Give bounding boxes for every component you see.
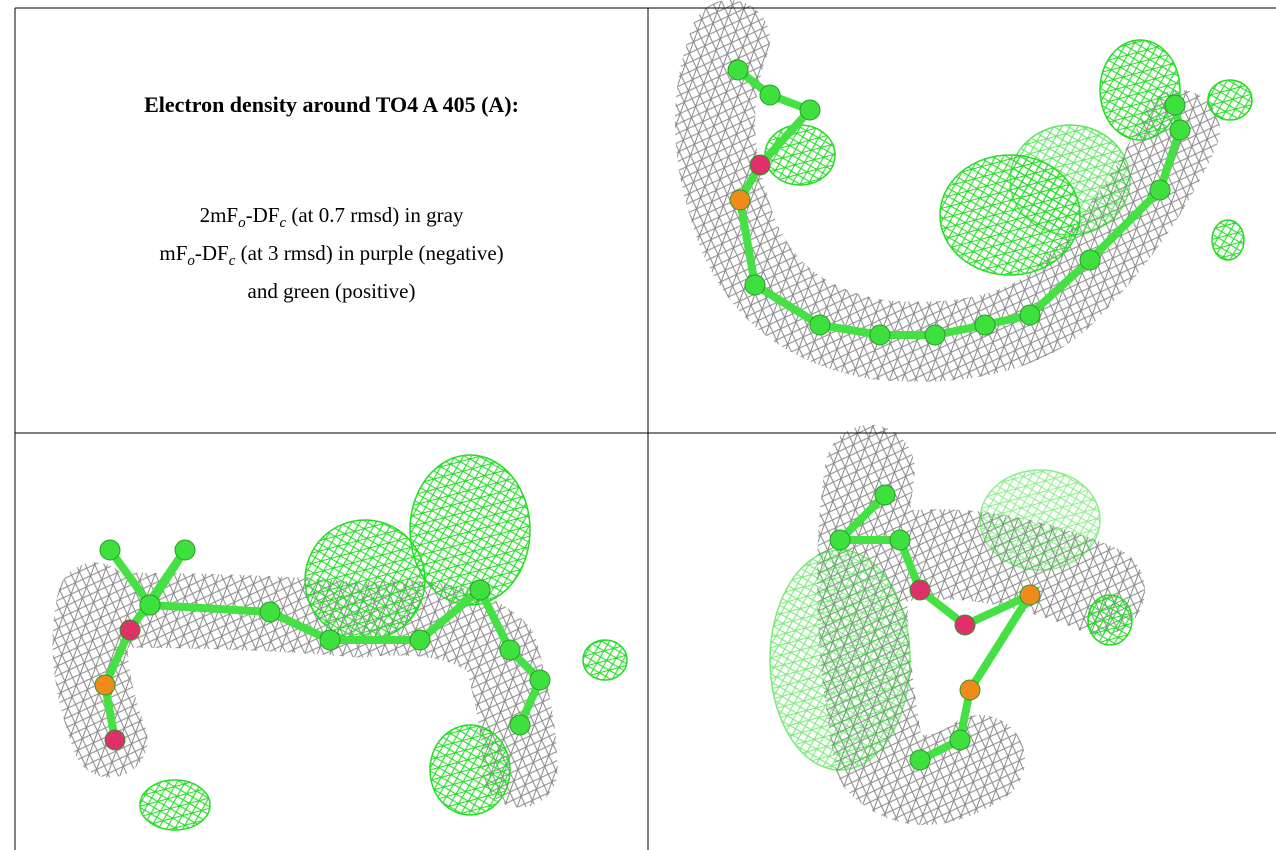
- atom: [1164, 94, 1186, 116]
- atom: [949, 729, 971, 751]
- legend-text: c: [279, 215, 287, 232]
- atom: [174, 539, 196, 561]
- atom: [94, 674, 116, 696]
- legend-text: c: [228, 253, 236, 270]
- atom: [727, 59, 749, 81]
- atom: [119, 619, 141, 641]
- green-mesh: [979, 469, 1101, 571]
- atom: [909, 579, 931, 601]
- atom: [744, 274, 766, 296]
- atom: [729, 189, 751, 211]
- legend-text: (at 3 rmsd) in purple (negative): [235, 241, 504, 266]
- atom: [954, 614, 976, 636]
- green-mesh: [582, 639, 628, 681]
- green-mesh: [304, 519, 426, 641]
- atom: [139, 594, 161, 616]
- atom: [869, 324, 891, 346]
- legend-text: -DF: [194, 241, 229, 266]
- green-mesh: [1211, 219, 1245, 261]
- green-mesh: [1009, 124, 1131, 236]
- atom: [509, 714, 531, 736]
- green-mesh: [1099, 39, 1181, 141]
- atom: [959, 679, 981, 701]
- atom: [104, 729, 126, 751]
- atom: [924, 324, 946, 346]
- atom: [1019, 304, 1041, 326]
- atom: [889, 529, 911, 551]
- legend-text: o: [187, 253, 195, 270]
- atom: [1079, 249, 1101, 271]
- legend-text: 2mF: [199, 203, 239, 227]
- atom: [319, 629, 341, 651]
- legend-line: 2mFo-DFc (at 0.7 rmsd) in gray: [15, 200, 648, 238]
- atom: [829, 529, 851, 551]
- atom: [749, 154, 771, 176]
- legend-line: and green (positive): [15, 276, 648, 306]
- green-mesh: [1207, 79, 1253, 121]
- atom: [759, 84, 781, 106]
- atom: [99, 539, 121, 561]
- legend-text: mF: [159, 241, 188, 266]
- atom: [1019, 584, 1041, 606]
- green-mesh: [769, 549, 911, 771]
- legend-text: and green (positive): [247, 279, 416, 304]
- atom: [909, 749, 931, 771]
- atom: [1169, 119, 1191, 141]
- green-mesh: [429, 724, 511, 816]
- atom: [529, 669, 551, 691]
- legend-line: mFo-DFc (at 3 rmsd) in purple (negative): [15, 238, 648, 276]
- atom: [809, 314, 831, 336]
- density-art: [52, 0, 1253, 831]
- atom: [259, 601, 281, 623]
- legend: 2mFo-DFc (at 0.7 rmsd) in gray mFo-DFc (a…: [15, 200, 648, 306]
- legend-text: -DF: [245, 203, 280, 227]
- legend-text: (at 0.7 rmsd) in gray: [286, 203, 464, 227]
- green-mesh: [764, 124, 836, 186]
- legend-text: o: [238, 215, 246, 232]
- green-mesh: [1087, 594, 1133, 646]
- green-mesh: [409, 454, 531, 606]
- green-mesh: [139, 779, 211, 831]
- atom: [499, 639, 521, 661]
- atom: [974, 314, 996, 336]
- atom: [409, 629, 431, 651]
- title: Electron density around TO4 A 405 (A):: [144, 92, 519, 117]
- atom: [1149, 179, 1171, 201]
- atom: [874, 484, 896, 506]
- atom: [799, 99, 821, 121]
- atom: [469, 579, 491, 601]
